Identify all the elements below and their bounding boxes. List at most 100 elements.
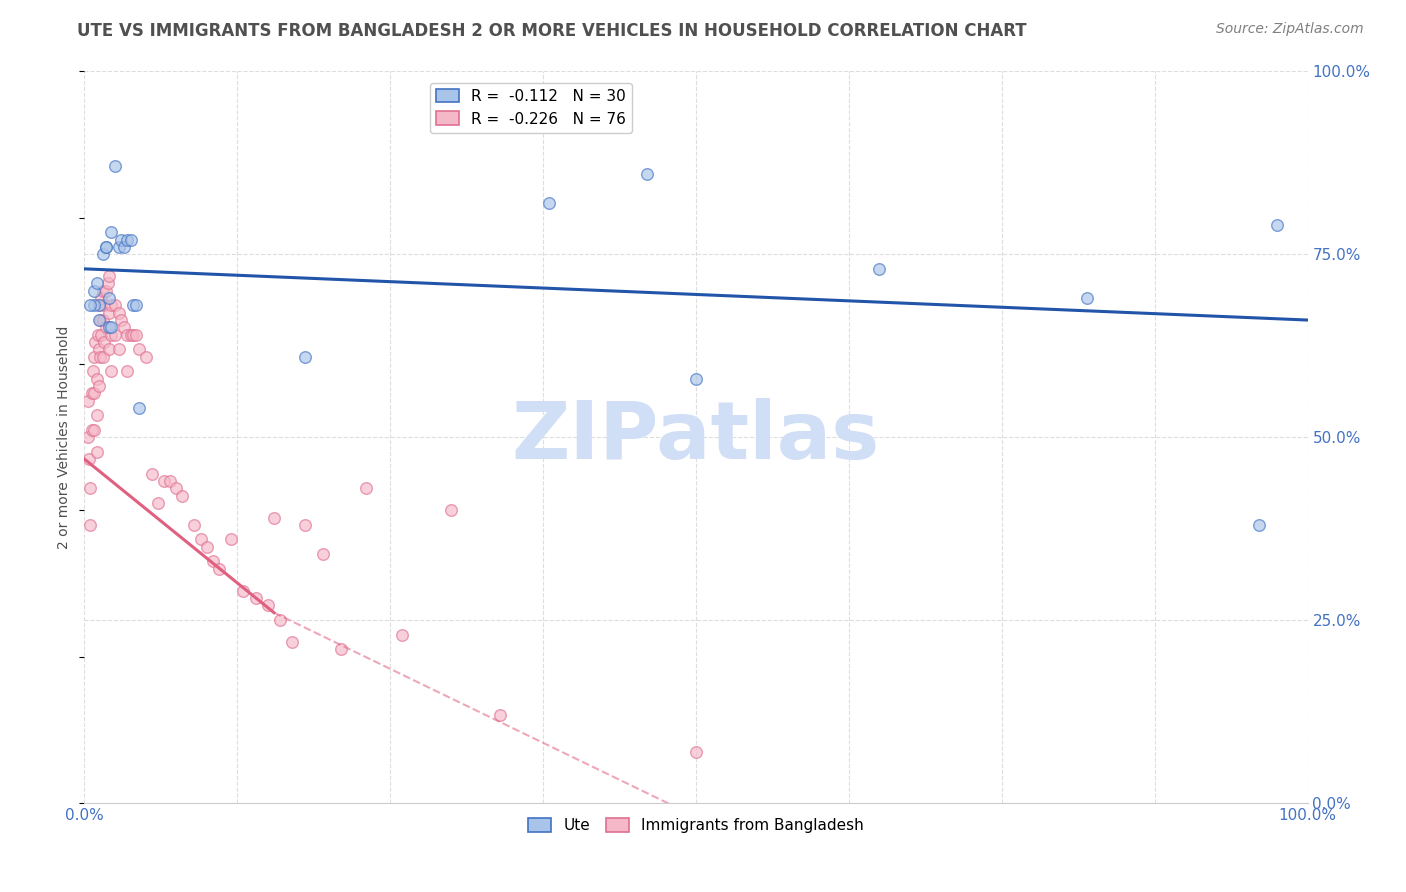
Point [281, 635, 304, 649]
Point [83, 284, 105, 298]
Point [91, 284, 114, 298]
Point [257, 599, 280, 613]
Point [685, 745, 707, 759]
Point [195, 540, 218, 554]
Text: UTE VS IMMIGRANTS FROM BANGLADESH 2 OR MORE VEHICLES IN HOUSEHOLD CORRELATION CH: UTE VS IMMIGRANTS FROM BANGLADESH 2 OR M… [77, 22, 1026, 40]
Point [489, 708, 512, 723]
Point [107, 306, 129, 320]
Text: Source: ZipAtlas.com: Source: ZipAtlas.com [1216, 22, 1364, 37]
Point [391, 627, 413, 641]
Point [84, 334, 107, 349]
Point [312, 547, 335, 561]
Point [90, 291, 112, 305]
Point [190, 533, 212, 547]
Point [77, 452, 100, 467]
Point [91, 247, 114, 261]
Point [232, 583, 254, 598]
Point [100, 298, 122, 312]
Point [122, 298, 145, 312]
Point [87, 343, 110, 357]
Point [83, 298, 105, 312]
Point [263, 510, 285, 524]
Point [96, 284, 118, 298]
Point [183, 517, 205, 532]
Point [100, 320, 122, 334]
Y-axis label: 2 or more Vehicles in Household: 2 or more Vehicles in Household [58, 326, 72, 549]
Point [97, 306, 120, 320]
Point [90, 327, 112, 342]
Point [97, 269, 120, 284]
Point [269, 613, 291, 627]
Point [107, 343, 129, 357]
Legend: Ute, Immigrants from Bangladesh: Ute, Immigrants from Bangladesh [523, 812, 869, 839]
Point [219, 533, 242, 547]
Point [128, 401, 150, 415]
Point [1076, 291, 1098, 305]
Point [87, 327, 110, 342]
Point [89, 313, 111, 327]
Point [77, 430, 100, 444]
Point [153, 474, 176, 488]
Point [97, 277, 120, 291]
Point [100, 327, 122, 342]
Point [100, 364, 122, 378]
Point [96, 240, 118, 254]
Point [83, 350, 105, 364]
Point [135, 350, 157, 364]
Point [201, 554, 224, 568]
Point [86, 408, 108, 422]
Point [104, 327, 127, 342]
Text: ZIPatlas: ZIPatlas [512, 398, 880, 476]
Point [128, 343, 150, 357]
Point [86, 444, 108, 458]
Point [165, 481, 187, 495]
Point [125, 298, 148, 312]
Point [93, 298, 115, 312]
Point [91, 350, 114, 364]
Point [87, 379, 110, 393]
Point [96, 240, 118, 254]
Point [245, 591, 267, 605]
Point [330, 642, 353, 657]
Point [538, 196, 561, 211]
Point [294, 350, 316, 364]
Point [869, 261, 891, 276]
Point [125, 327, 148, 342]
Point [97, 320, 120, 334]
Point [96, 320, 118, 334]
Point [80, 386, 103, 401]
Point [120, 233, 142, 247]
Point [294, 517, 316, 532]
Point [82, 364, 104, 378]
Point [159, 474, 181, 488]
Point [83, 423, 105, 437]
Point [87, 298, 110, 312]
Point [110, 313, 132, 327]
Point [104, 160, 127, 174]
Point [86, 277, 108, 291]
Point [115, 364, 138, 378]
Point [112, 320, 135, 334]
Point [636, 167, 658, 181]
Point [97, 291, 120, 305]
Point [146, 496, 169, 510]
Point [112, 240, 135, 254]
Point [1247, 517, 1270, 532]
Point [440, 503, 463, 517]
Point [104, 298, 127, 312]
Point [1265, 218, 1288, 232]
Point [79, 298, 101, 312]
Point [120, 327, 142, 342]
Point [122, 327, 145, 342]
Point [100, 225, 122, 239]
Point [83, 386, 105, 401]
Point [77, 393, 100, 408]
Point [107, 240, 129, 254]
Point [79, 481, 101, 495]
Point [97, 343, 120, 357]
Point [172, 489, 194, 503]
Point [93, 334, 115, 349]
Point [79, 517, 101, 532]
Point [86, 371, 108, 385]
Point [208, 562, 231, 576]
